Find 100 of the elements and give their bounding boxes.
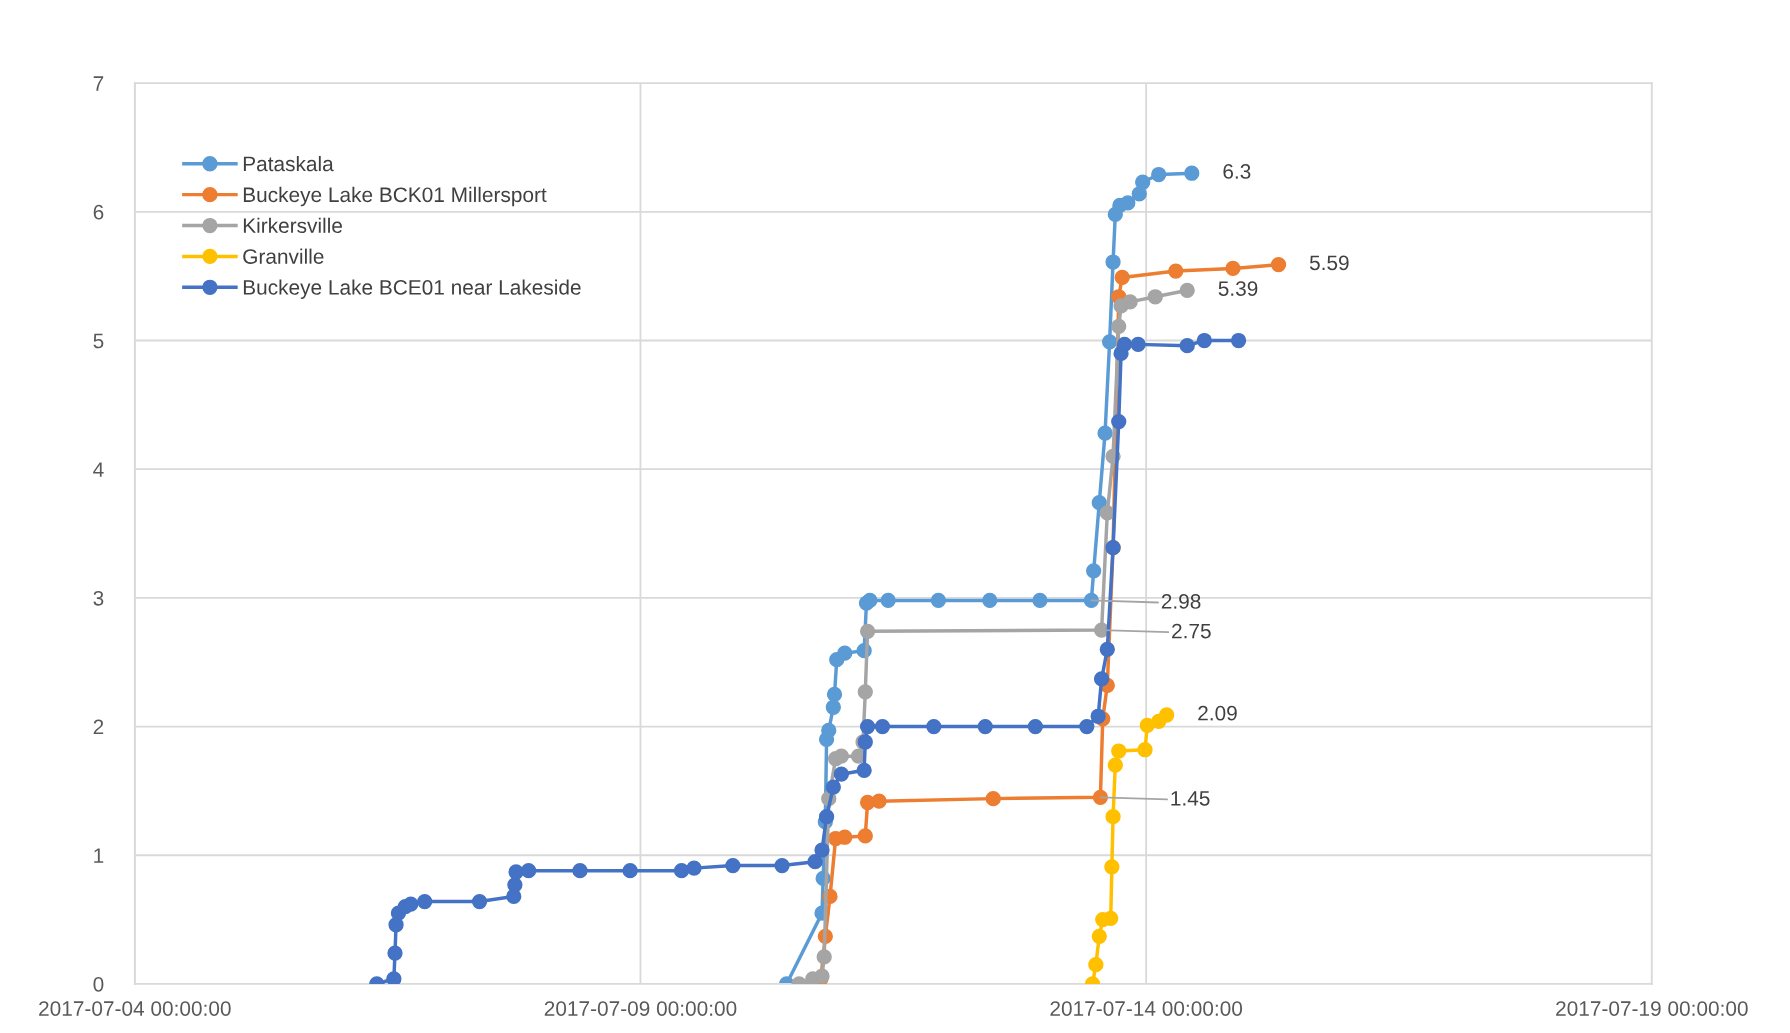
point (1104, 859, 1120, 875)
point (857, 828, 873, 844)
point (1184, 165, 1200, 181)
point (1103, 910, 1119, 926)
legend-label: Buckeye Lake BCK01 Millersport (243, 186, 547, 207)
point (1105, 809, 1121, 825)
point (856, 762, 872, 778)
point (1179, 338, 1195, 354)
point (1168, 263, 1184, 279)
point (1159, 707, 1175, 723)
point (1122, 294, 1138, 310)
point (1092, 789, 1109, 805)
point (1196, 332, 1212, 349)
point (1120, 195, 1136, 211)
point (1135, 174, 1151, 190)
point (774, 857, 790, 874)
data-label: 6.3 (1223, 164, 1251, 179)
point (859, 718, 876, 735)
point (871, 793, 887, 809)
data-label: 5.39 (1218, 281, 1258, 296)
point (1097, 425, 1113, 441)
point (837, 645, 853, 661)
point (814, 842, 830, 858)
point (1111, 318, 1127, 335)
point (1083, 592, 1099, 609)
point (1093, 671, 1110, 687)
point (1130, 336, 1146, 353)
point (1099, 505, 1115, 521)
legend-label: Kirkersville (243, 217, 342, 234)
point (1230, 332, 1247, 349)
legend-label: Pataskala (243, 155, 334, 172)
point (1179, 282, 1195, 298)
point (507, 877, 523, 893)
point (985, 790, 1001, 807)
point (1090, 708, 1106, 724)
point (982, 592, 998, 609)
y-tick-label: 6 (93, 204, 104, 220)
point (1091, 495, 1107, 511)
point (1116, 336, 1133, 353)
point (1114, 269, 1130, 286)
point (821, 722, 837, 739)
point (880, 592, 896, 609)
y-tick-label: 0 (93, 976, 104, 992)
y-tick-label: 7 (93, 76, 104, 91)
y-tick-label: 2 (93, 719, 104, 735)
point (825, 779, 841, 795)
point (1147, 289, 1163, 305)
point (386, 971, 402, 984)
point (859, 623, 876, 639)
y-tick-label: 5 (93, 333, 104, 349)
point (862, 592, 878, 609)
point (1225, 260, 1241, 277)
y-tick-label: 3 (93, 590, 104, 606)
point (1105, 254, 1121, 270)
point (816, 949, 832, 965)
point (1137, 742, 1153, 758)
point (825, 699, 841, 715)
point (977, 718, 993, 735)
point (417, 893, 433, 910)
point (807, 854, 823, 870)
point (926, 718, 942, 735)
point (520, 863, 537, 879)
point (874, 718, 891, 735)
x-tick-label: 2017-07-14 00:00:00 (1050, 1001, 1243, 1016)
point (1111, 413, 1127, 430)
legend-label: Granville (243, 248, 324, 264)
data-label: 2.09 (1198, 705, 1237, 721)
point (1079, 718, 1095, 735)
point (686, 860, 702, 876)
point (1151, 166, 1167, 183)
point (833, 766, 849, 782)
point (1099, 641, 1115, 657)
point (622, 863, 638, 879)
point (1086, 563, 1102, 579)
point (1107, 757, 1123, 773)
point (1270, 256, 1287, 273)
point (673, 863, 690, 879)
data-label: 2.75 (1172, 623, 1211, 639)
x-tick-label: 2017-07-04 00:00:00 (39, 1001, 231, 1016)
point (725, 857, 741, 874)
point (1032, 592, 1048, 609)
point (572, 863, 588, 879)
data-label: 1.45 (1171, 791, 1210, 806)
point (857, 684, 873, 700)
y-tick-label: 4 (93, 462, 104, 477)
data-label: 2.98 (1161, 594, 1201, 609)
point (1091, 928, 1107, 944)
data-label: 5.59 (1309, 255, 1349, 271)
point (837, 829, 853, 845)
point (403, 896, 419, 912)
point (1088, 956, 1104, 973)
point (826, 686, 843, 703)
point (1027, 718, 1044, 735)
point (1111, 743, 1127, 759)
point (387, 945, 403, 961)
y-tick-label: 1 (94, 848, 104, 863)
point (508, 864, 524, 880)
point (930, 592, 947, 609)
point (818, 809, 835, 825)
legend-label: Buckeye Lake BCE01 near Lakeside (243, 279, 581, 299)
